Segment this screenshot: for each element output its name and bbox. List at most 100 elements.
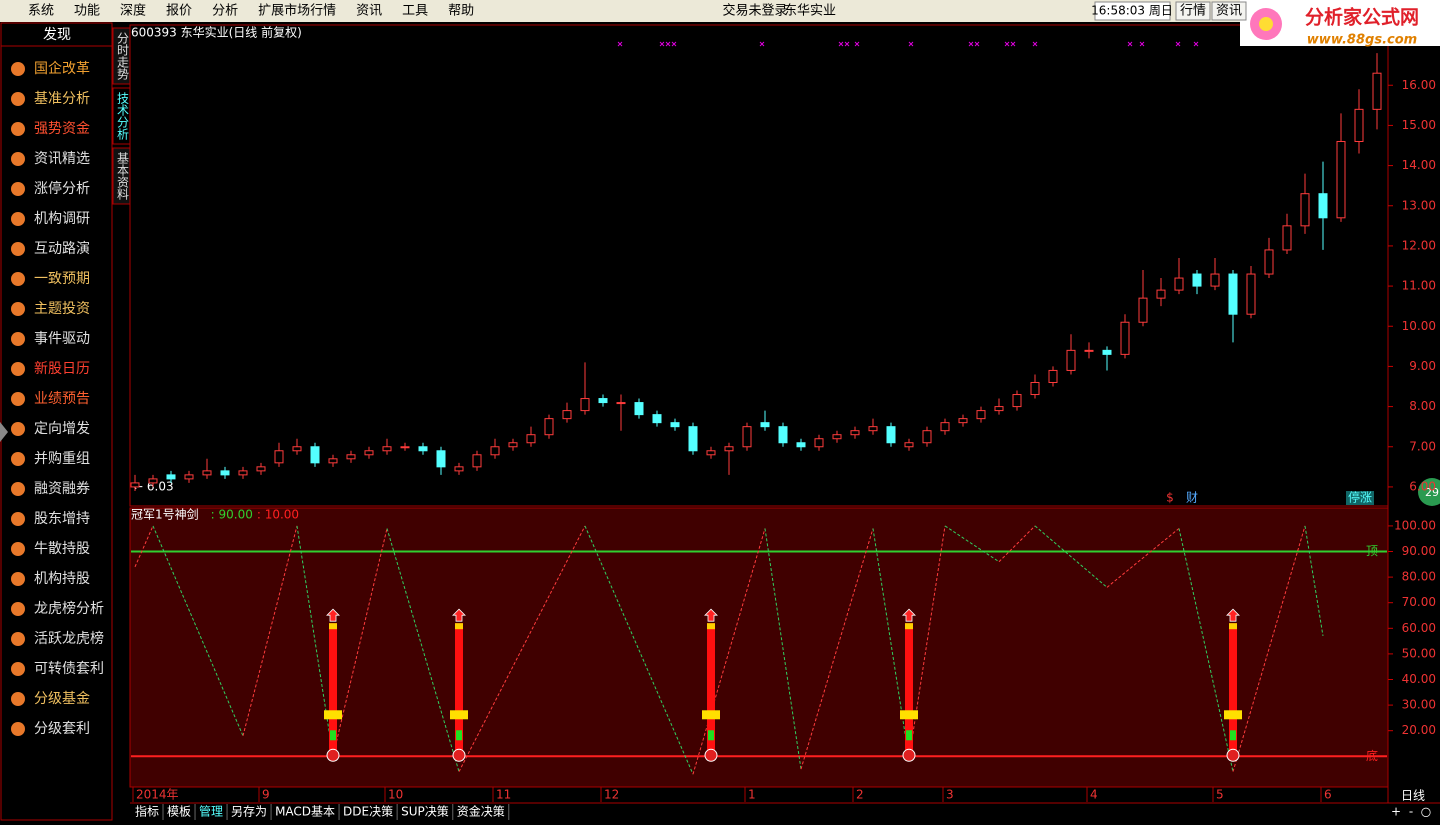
sidebar-item[interactable]: 主题投资 <box>34 301 90 317</box>
event-marker[interactable] <box>759 41 765 47</box>
sidebar-icon[interactable] <box>11 662 25 676</box>
sidebar-icon[interactable] <box>11 182 25 196</box>
menu-item[interactable]: 深度 <box>120 3 146 19</box>
sidebar-item[interactable]: 新股日历 <box>34 361 90 377</box>
badge[interactable]: 29 <box>1425 486 1439 499</box>
sidebar-item[interactable]: 融资融券 <box>34 481 90 497</box>
sidebar-item[interactable]: 涨停分析 <box>34 180 90 197</box>
side-tab-label[interactable]: 技术分析 <box>116 92 130 141</box>
menu-button[interactable] <box>1175 1 1211 21</box>
zoom-button[interactable]: ○ <box>1421 805 1431 819</box>
sidebar-item[interactable]: 业绩预告 <box>34 391 90 407</box>
chart-marker[interactable]: $ <box>1166 491 1174 505</box>
sidebar-item[interactable]: 国企改革 <box>34 60 90 77</box>
sidebar-item[interactable]: 一致预期 <box>34 271 90 287</box>
sidebar-item[interactable]: 事件驱动 <box>34 331 90 347</box>
side-tab[interactable] <box>112 27 131 85</box>
chart-marker[interactable]: 财 <box>1186 491 1198 505</box>
event-marker[interactable] <box>1139 41 1145 47</box>
event-marker[interactable] <box>974 41 980 47</box>
event-marker[interactable] <box>1175 41 1181 47</box>
sidebar-icon[interactable] <box>11 392 25 406</box>
bottom-tab[interactable]: 模板 <box>167 805 191 819</box>
sidebar-item[interactable]: 可转债套利 <box>34 661 104 677</box>
badge-circle[interactable] <box>1418 478 1440 506</box>
sidebar-item[interactable]: 股东增持 <box>34 511 90 527</box>
menu-item[interactable]: 功能 <box>74 4 100 19</box>
sidebar-item[interactable]: 牛散持股 <box>34 541 90 557</box>
event-marker[interactable] <box>968 41 974 47</box>
zoom-button[interactable]: - <box>1409 805 1413 819</box>
sidebar-icon[interactable] <box>11 152 25 166</box>
side-tab-label[interactable]: 分时走势 <box>116 32 130 80</box>
sidebar-item[interactable]: 龙虎榜分析 <box>34 600 104 617</box>
sidebar-icon[interactable] <box>11 512 25 526</box>
bottom-tab[interactable]: 指标 <box>135 804 159 819</box>
sidebar-icon[interactable] <box>11 212 25 226</box>
side-tab[interactable] <box>112 87 131 145</box>
event-marker[interactable] <box>659 41 665 47</box>
event-marker[interactable] <box>671 41 677 47</box>
sidebar-icon[interactable] <box>11 62 25 76</box>
event-marker[interactable] <box>1004 41 1010 47</box>
menu-item[interactable]: 报价 <box>166 4 192 19</box>
bottom-tab[interactable]: MACD基本 <box>275 805 335 819</box>
bottom-tab[interactable]: DDE决策 <box>343 805 393 819</box>
sidebar-icon[interactable] <box>11 422 25 436</box>
event-marker[interactable] <box>844 41 850 47</box>
bottom-tab[interactable]: SUP决策 <box>401 805 449 819</box>
menu-item[interactable]: 资讯 <box>356 4 382 19</box>
bottom-tab[interactable]: 管理 <box>199 804 223 819</box>
event-marker[interactable] <box>1010 41 1016 47</box>
event-marker[interactable] <box>1127 41 1133 47</box>
menu-button[interactable] <box>1211 1 1247 21</box>
sidebar-item[interactable]: 分级套利 <box>34 721 90 737</box>
sidebar-icon[interactable] <box>11 242 25 256</box>
sidebar-icon[interactable] <box>11 362 25 376</box>
sidebar-item[interactable]: 机构持股 <box>34 571 90 587</box>
menu-item[interactable]: 工具 <box>402 4 428 19</box>
sidebar-icon[interactable] <box>11 602 25 616</box>
sidebar-icon[interactable] <box>11 482 25 496</box>
sidebar-item[interactable]: 分级基金 <box>34 690 90 707</box>
sidebar-collapse[interactable] <box>0 422 8 442</box>
event-marker[interactable] <box>908 41 914 47</box>
menu-item[interactable]: 系统 <box>28 4 54 19</box>
menu-button-label[interactable]: 资讯 <box>1216 4 1242 19</box>
sidebar-icon[interactable] <box>11 722 25 736</box>
event-marker[interactable] <box>838 41 844 47</box>
sidebar-icon[interactable] <box>11 92 25 106</box>
sidebar-item[interactable]: 并购重组 <box>34 451 90 467</box>
marker-bg[interactable] <box>1346 491 1374 505</box>
menu-item[interactable]: 帮助 <box>448 4 474 19</box>
event-marker[interactable] <box>617 41 623 47</box>
sidebar-icon[interactable] <box>11 122 25 136</box>
bottom-tab[interactable]: 另存为 <box>231 805 267 819</box>
sidebar-item[interactable]: 定向增发 <box>34 421 90 437</box>
menu-item[interactable]: 分析 <box>212 4 238 19</box>
sidebar-item[interactable]: 互动路演 <box>34 241 90 257</box>
sidebar-icon[interactable] <box>11 542 25 556</box>
side-tab-label[interactable]: 基本资料 <box>116 152 130 200</box>
menu-button-label[interactable]: 行情 <box>1180 4 1206 19</box>
event-marker[interactable] <box>1193 41 1199 47</box>
event-marker[interactable] <box>665 41 671 47</box>
bottom-tab[interactable]: 资金决策 <box>457 804 505 819</box>
event-marker[interactable] <box>1032 41 1038 47</box>
sidebar-icon[interactable] <box>11 452 25 466</box>
sidebar-item[interactable]: 强势资金 <box>34 121 90 137</box>
side-tab[interactable] <box>112 147 131 205</box>
sidebar-icon[interactable] <box>11 272 25 286</box>
event-marker[interactable] <box>854 41 860 47</box>
sidebar-icon[interactable] <box>11 572 25 586</box>
sidebar-icon[interactable] <box>11 632 25 646</box>
sidebar-item[interactable]: 活跃龙虎榜 <box>34 630 104 647</box>
sidebar-item[interactable]: 基准分析 <box>34 90 90 107</box>
sidebar-item[interactable]: 机构调研 <box>34 211 90 227</box>
sidebar-item[interactable]: 资讯精选 <box>34 151 90 167</box>
zoom-button[interactable]: + <box>1391 805 1401 819</box>
menu-item[interactable]: 扩展市场行情 <box>258 3 336 19</box>
chart-marker[interactable]: 停涨 <box>1348 490 1372 505</box>
sidebar-icon[interactable] <box>11 332 25 346</box>
sidebar-icon[interactable] <box>11 692 25 706</box>
